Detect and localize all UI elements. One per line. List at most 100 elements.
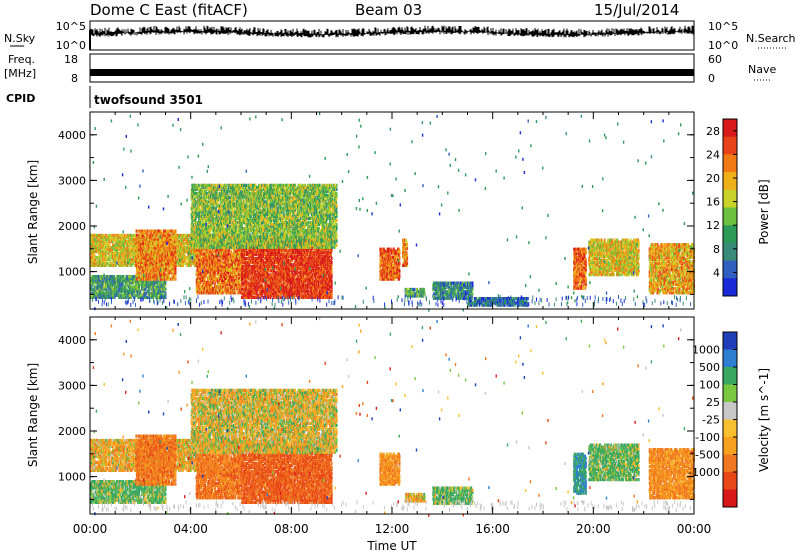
data-cell: [92, 255, 95, 260]
data-cell: [117, 277, 119, 281]
data-cell: [140, 265, 142, 269]
data-cell: [193, 247, 196, 252]
data-cell: [144, 287, 147, 291]
data-cell: [121, 243, 124, 248]
data-cell: [99, 277, 101, 281]
data-cell: [149, 281, 152, 285]
data-cell: [93, 245, 96, 250]
nsky-panel: N.Sky 10^5 10^0 10^5 10^0 N.Search: [4, 20, 796, 52]
data-cell: [115, 255, 117, 260]
data-cell: [138, 248, 140, 252]
data-cell: [161, 287, 163, 291]
data-cell: [124, 237, 127, 242]
data-cell: [189, 235, 191, 240]
data-cell: [127, 239, 129, 244]
data-cell: [130, 241, 133, 246]
data-cell: [120, 237, 122, 242]
data-cell: [123, 295, 125, 299]
data-cell: [183, 243, 185, 248]
data-cell: [146, 229, 149, 233]
data-cell: [95, 291, 98, 295]
data-cell: [140, 293, 142, 297]
data-cell: [113, 281, 116, 285]
data-cell: [96, 285, 99, 289]
data-cell: [125, 275, 127, 279]
data-cell: [125, 277, 127, 281]
nsky-label: N.Sky: [4, 32, 36, 45]
data-cell: [164, 287, 167, 291]
data-cell: [174, 229, 177, 233]
data-cell: [108, 283, 111, 287]
nsky-tick-bottom: 10^0: [56, 39, 86, 52]
data-cell: [159, 291, 161, 295]
data-cell: [122, 275, 125, 279]
data-cell: [157, 289, 160, 293]
data-cell: [91, 241, 93, 246]
data-cell: [130, 233, 133, 238]
data-cell: [102, 279, 105, 283]
data-cell: [107, 283, 110, 287]
data-cell: [104, 283, 107, 287]
data-cell: [93, 293, 95, 297]
data-cell: [187, 253, 190, 258]
data-cell: [129, 235, 131, 240]
data-cell: [189, 259, 191, 264]
data-cell: [124, 239, 126, 244]
data-cell: [113, 235, 115, 240]
data-cell: [100, 237, 102, 242]
data-cell: [100, 263, 103, 267]
data-cell: [186, 255, 189, 260]
data-cell: [90, 241, 92, 246]
data-cell: [132, 291, 135, 295]
data-cell: [129, 241, 132, 246]
data-cell: [132, 277, 135, 281]
data-cell: [130, 249, 133, 254]
data-cell: [124, 289, 127, 293]
data-cell: [182, 237, 185, 242]
data-cell: [114, 241, 117, 246]
data-cell: [113, 283, 115, 287]
data-cell: [90, 283, 92, 287]
data-cell: [134, 287, 137, 291]
data-cell: [121, 239, 124, 244]
data-cell: [102, 257, 104, 262]
data-cell: [92, 281, 95, 285]
data-cell: [138, 283, 140, 287]
data-cell: [118, 259, 121, 264]
data-cell: [108, 235, 110, 240]
data-cell: [139, 252, 141, 256]
data-cell: [174, 277, 177, 281]
data-cell: [146, 279, 148, 283]
freq-panel: Freq. [MHz] 18 8 60 0 Nave: [4, 53, 776, 85]
cpid-row: CPID twofsound 3501: [6, 86, 203, 108]
data-cell: [120, 233, 122, 238]
data-cell: [112, 279, 114, 283]
data-cell: [132, 235, 134, 240]
data-cell: [137, 250, 139, 254]
nsky-trace: [90, 25, 694, 38]
data-cell: [132, 261, 134, 266]
data-cell: [160, 229, 163, 233]
data-cell: [95, 247, 98, 252]
data-cell: [174, 237, 177, 241]
data-cell: [184, 247, 186, 252]
data-cell: [181, 251, 183, 256]
data-cell: [190, 253, 192, 258]
data-cell: [111, 287, 113, 291]
data-cell: [96, 277, 99, 281]
data-cell: [153, 287, 156, 291]
data-cell: [112, 275, 114, 279]
data-cell: [129, 237, 132, 242]
data-cell: [156, 295, 159, 299]
data-cell: [137, 256, 140, 260]
data-cell: [132, 253, 134, 258]
data-cell: [141, 293, 144, 297]
data-cell: [180, 243, 183, 248]
data-cell: [119, 283, 122, 287]
data-cell: [138, 293, 140, 297]
data-cell: [115, 251, 117, 256]
data-cell: [133, 237, 135, 242]
data-cell: [116, 293, 118, 297]
data-cell: [113, 255, 115, 260]
data-cell: [127, 277, 129, 281]
